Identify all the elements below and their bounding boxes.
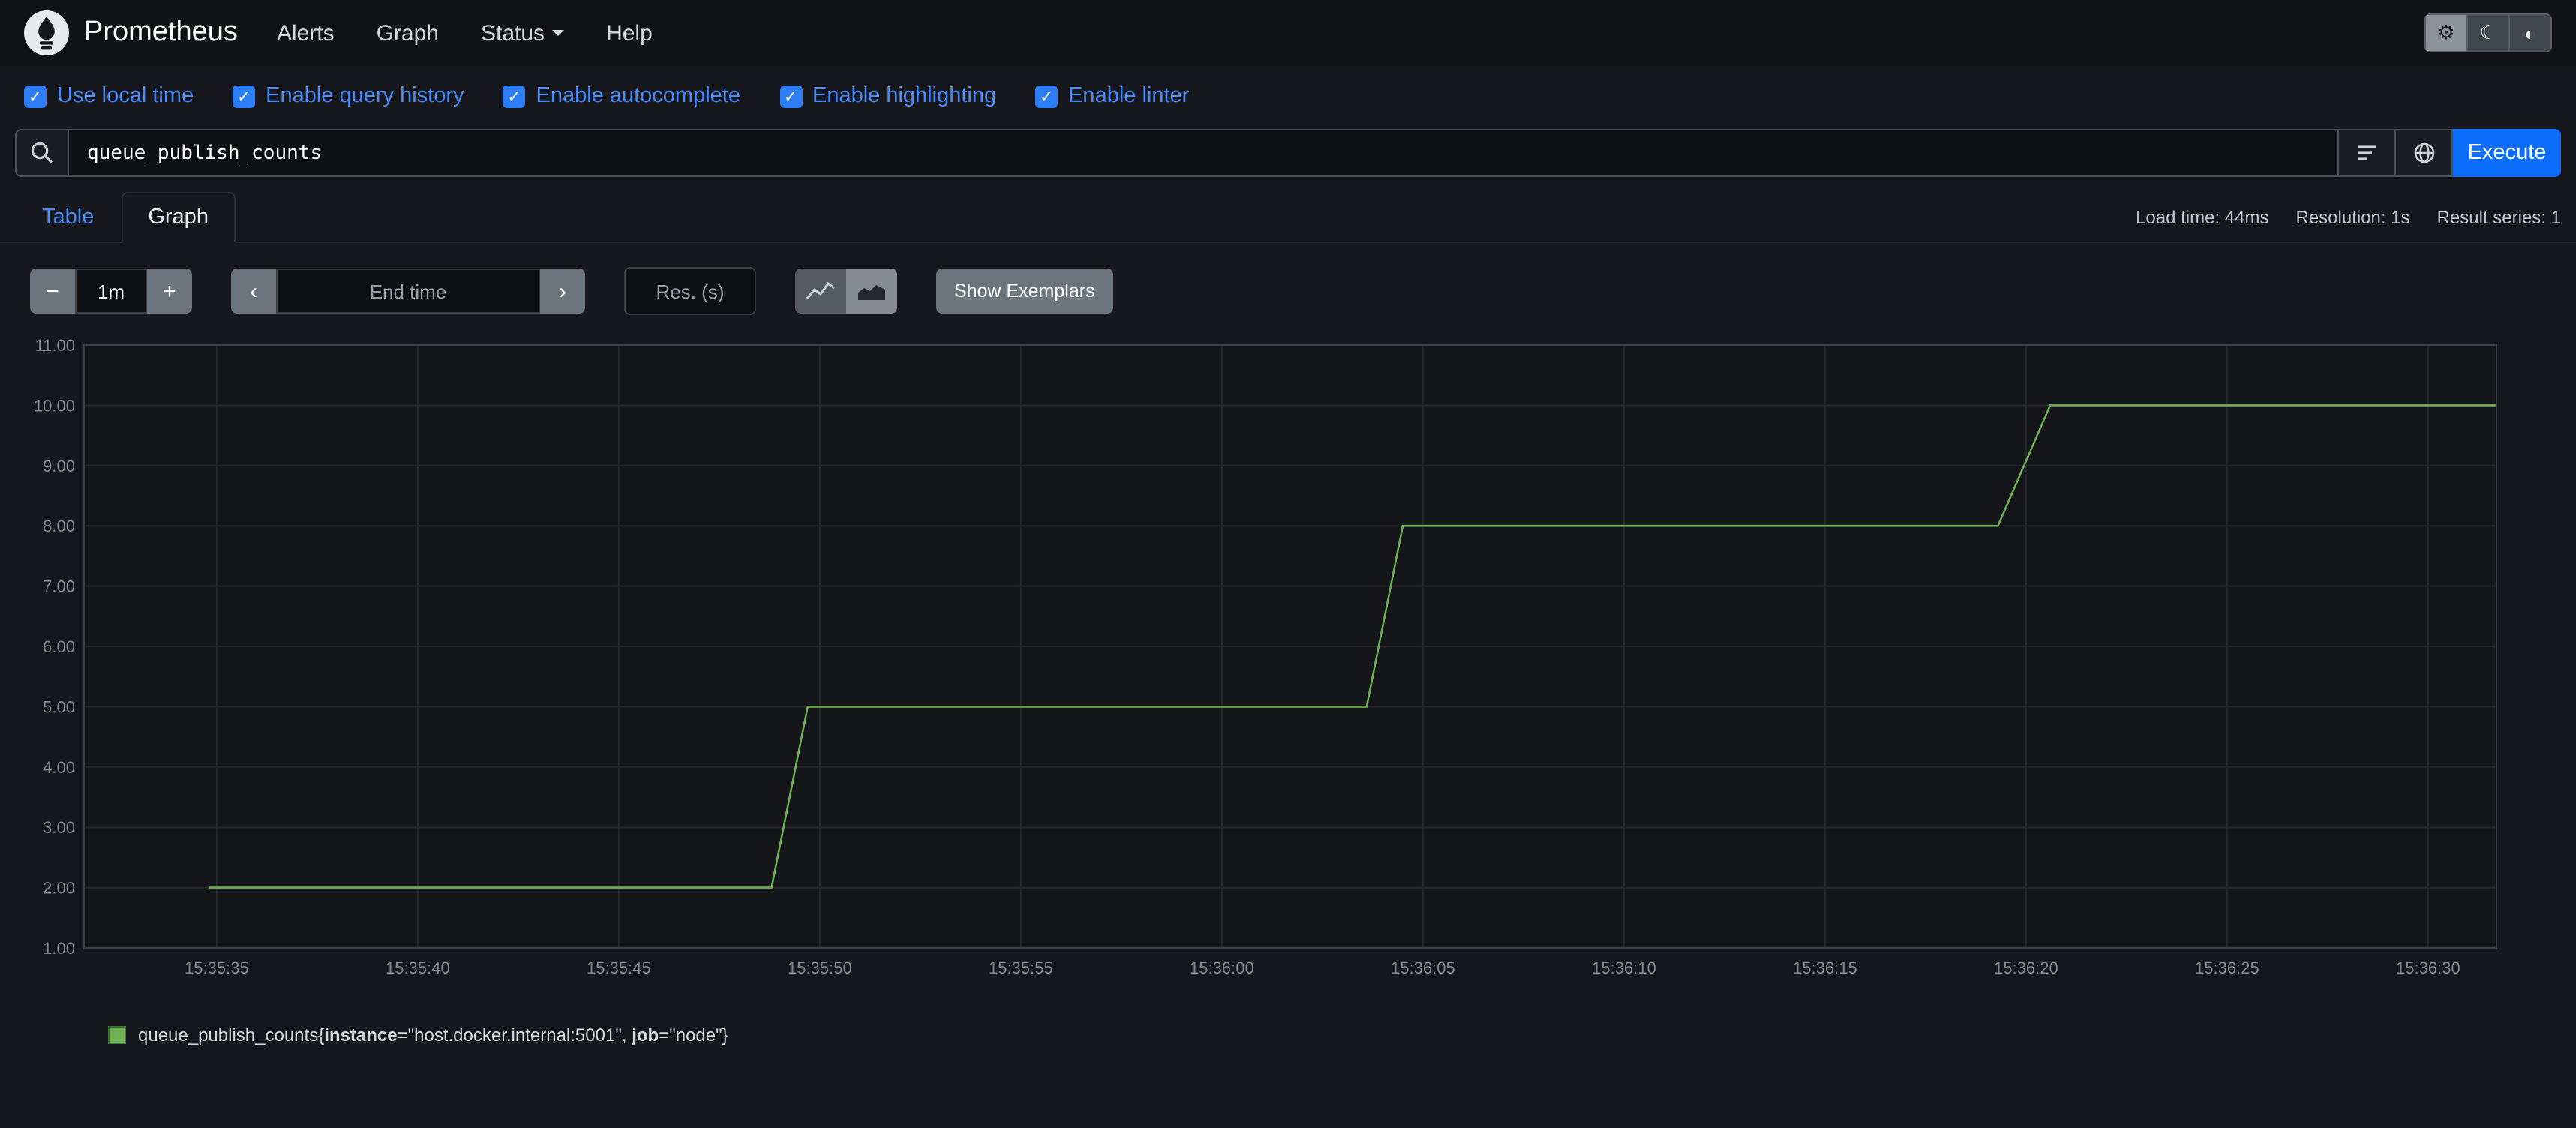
range-input[interactable] [75, 268, 147, 314]
graph-chart[interactable]: 1.00 2.00 3.00 4.00 5.00 6.00 7.00 8.00 9.00 10.0… [0, 315, 2576, 998]
query-stats: Load time: 44ms Resolution: 1s Result se… [2136, 207, 2561, 242]
nav-item-graph[interactable]: Graph [376, 20, 439, 46]
checkbox-use-local-time[interactable]: Use local time [24, 84, 194, 108]
resolution: Resolution: 1s [2295, 207, 2410, 228]
chart-type-group [795, 268, 897, 314]
svg-text:15:36:20: 15:36:20 [1994, 958, 2058, 977]
checkbox-enable-highlighting[interactable]: Enable highlighting [779, 84, 996, 108]
execute-button[interactable]: Execute [2453, 129, 2561, 177]
svg-text:15:35:35: 15:35:35 [185, 958, 249, 977]
svg-text:2.00: 2.00 [43, 879, 75, 898]
globe-icon[interactable] [2396, 129, 2453, 177]
brand[interactable]: Prometheus [24, 10, 238, 56]
stacked-chart-icon[interactable] [846, 268, 897, 314]
svg-text:11.00: 11.00 [35, 336, 75, 355]
time-forward-button[interactable]: › [540, 268, 585, 314]
settings-icon[interactable]: ⚙ [2424, 14, 2468, 52]
svg-text:15:36:00: 15:36:00 [1190, 958, 1254, 977]
metrics-explorer-icon[interactable] [2339, 129, 2396, 177]
svg-text:15:35:45: 15:35:45 [587, 958, 651, 977]
svg-text:15:36:15: 15:36:15 [1793, 958, 1857, 977]
resolution-input[interactable] [624, 267, 756, 315]
time-back-button[interactable]: ‹ [231, 268, 276, 314]
svg-text:15:36:30: 15:36:30 [2396, 958, 2460, 977]
checkbox-label: Enable linter [1068, 84, 1190, 108]
range-decrease-button[interactable]: − [30, 268, 75, 314]
nav-item-status[interactable]: Status [481, 20, 565, 46]
checkbox-label: Enable query history [266, 84, 464, 108]
load-time: Load time: 44ms [2136, 207, 2269, 228]
checkbox-enable-query-history[interactable]: Enable query history [233, 84, 464, 108]
svg-text:15:36:10: 15:36:10 [1592, 958, 1656, 977]
query-input-group: Execute [15, 129, 2561, 177]
svg-text:5.00: 5.00 [43, 698, 75, 716]
contrast-icon[interactable]: ◐ [2510, 14, 2552, 52]
options-row: Use local time Enable query history Enab… [0, 66, 2576, 120]
svg-text:15:36:05: 15:36:05 [1391, 958, 1455, 977]
svg-text:15:36:25: 15:36:25 [2195, 958, 2259, 977]
range-stepper: − + [30, 268, 192, 314]
checkbox-checked-icon [503, 85, 526, 107]
range-increase-button[interactable]: + [147, 268, 192, 314]
show-exemplars-button[interactable]: Show Exemplars [936, 268, 1113, 314]
checkbox-checked-icon [779, 85, 802, 107]
checkbox-checked-icon [24, 85, 47, 107]
series-swatch-icon [108, 1026, 126, 1044]
brand-title: Prometheus [84, 16, 238, 48]
theme-toggle-group: ⚙ ☾ ◐ [2424, 14, 2552, 52]
svg-text:15:35:50: 15:35:50 [788, 958, 852, 977]
svg-text:4.00: 4.00 [43, 758, 75, 777]
legend-label: queue_publish_counts{instance="host.dock… [138, 1024, 728, 1046]
svg-text:6.00: 6.00 [43, 638, 75, 656]
svg-text:15:35:55: 15:35:55 [989, 958, 1053, 977]
query-expression-input[interactable] [68, 129, 2339, 177]
svg-text:7.00: 7.00 [43, 578, 75, 596]
checkbox-label: Enable highlighting [812, 84, 997, 108]
svg-text:8.00: 8.00 [43, 517, 75, 536]
svg-text:10.00: 10.00 [34, 396, 75, 415]
search-icon [15, 129, 68, 177]
checkbox-checked-icon [233, 85, 256, 107]
tab-graph[interactable]: Graph [121, 192, 236, 243]
tab-table[interactable]: Table [42, 206, 95, 230]
checkbox-label: Use local time [57, 84, 194, 108]
checkbox-enable-autocomplete[interactable]: Enable autocomplete [503, 84, 741, 108]
line-chart-icon[interactable] [795, 268, 846, 314]
checkbox-checked-icon [1035, 85, 1058, 107]
checkbox-enable-linter[interactable]: Enable linter [1035, 84, 1189, 108]
svg-text:9.00: 9.00 [43, 457, 75, 476]
end-time-input[interactable] [276, 268, 540, 314]
end-time-group: ‹ › [231, 268, 585, 314]
svg-text:1.00: 1.00 [43, 939, 75, 958]
tabs-row: Table Graph Load time: 44ms Resolution: … [0, 192, 2576, 243]
moon-icon[interactable]: ☾ [2468, 14, 2510, 52]
nav-links: Alerts Graph Status Help [277, 20, 653, 46]
result-series: Result series: 1 [2436, 207, 2561, 228]
checkbox-label: Enable autocomplete [536, 84, 741, 108]
query-row: Execute [0, 120, 2576, 177]
nav-item-status-label: Status [481, 20, 545, 46]
nav-item-help[interactable]: Help [606, 20, 653, 46]
navbar: Prometheus Alerts Graph Status Help ⚙ ☾ … [0, 0, 2576, 66]
nav-item-alerts[interactable]: Alerts [276, 20, 335, 46]
svg-text:3.00: 3.00 [43, 818, 75, 837]
legend-item[interactable]: queue_publish_counts{instance="host.dock… [108, 1024, 2576, 1046]
chevron-down-icon [552, 30, 565, 36]
prometheus-logo-icon [24, 10, 69, 56]
graph-controls: − + ‹ › Show Exemplars [0, 243, 2576, 315]
svg-text:15:35:40: 15:35:40 [386, 958, 450, 977]
